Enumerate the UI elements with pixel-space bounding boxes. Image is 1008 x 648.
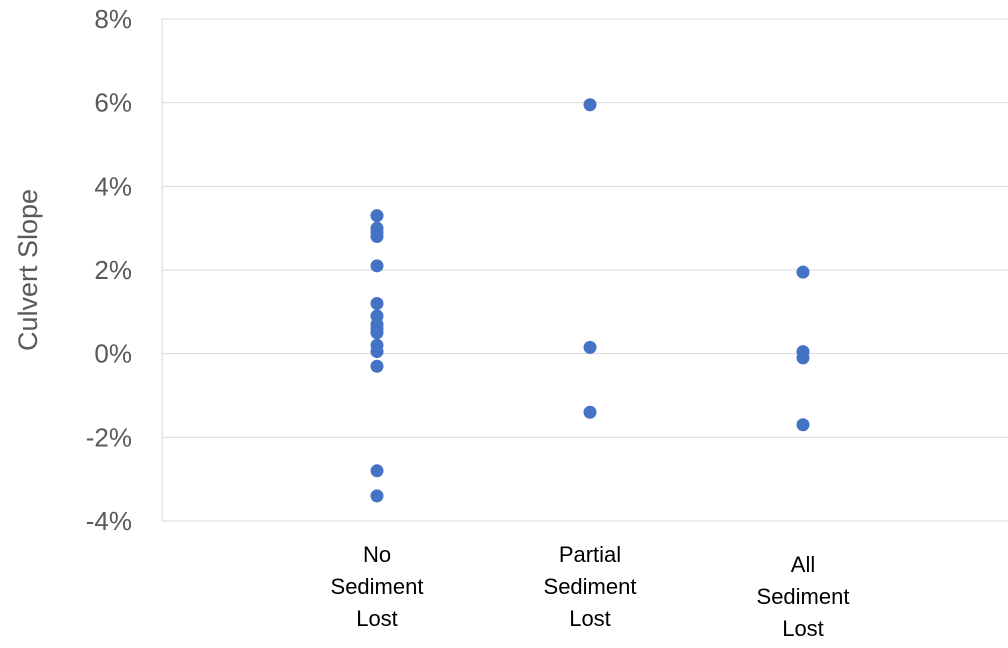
data-point bbox=[370, 345, 384, 359]
x-category-label: Lost bbox=[782, 616, 824, 641]
data-point bbox=[370, 259, 384, 273]
y-tick-label: 4% bbox=[94, 171, 132, 201]
x-category-label: Lost bbox=[569, 606, 611, 631]
y-axis-tick-labels: 8% 6% 4% 2% 0% -2% -4% bbox=[86, 4, 132, 536]
y-axis-title: Culvert Slope bbox=[13, 189, 43, 351]
data-point bbox=[583, 98, 597, 112]
y-tick-label: 8% bbox=[94, 4, 132, 34]
x-category-label: All bbox=[791, 552, 815, 577]
data-point bbox=[370, 230, 384, 244]
x-category-label: Lost bbox=[356, 606, 398, 631]
data-point bbox=[796, 418, 810, 432]
data-point bbox=[796, 265, 810, 279]
y-tick-label: 6% bbox=[94, 88, 132, 118]
data-point bbox=[370, 464, 384, 478]
data-point bbox=[583, 340, 597, 354]
x-axis-category-labels: No Sediment Lost Partial Sediment Lost All Sedi… bbox=[331, 542, 850, 641]
gridlines bbox=[161, 18, 1008, 522]
y-tick-label: -2% bbox=[86, 422, 132, 452]
y-tick-label: 2% bbox=[94, 255, 132, 285]
x-category-label: Sediment bbox=[757, 584, 850, 609]
data-point bbox=[370, 209, 384, 223]
x-category-label: Partial bbox=[559, 542, 621, 567]
data-point bbox=[583, 405, 597, 419]
data-point bbox=[370, 489, 384, 503]
x-category-label: No bbox=[363, 542, 391, 567]
data-point bbox=[370, 326, 384, 340]
y-tick-label: 0% bbox=[94, 339, 132, 369]
x-category-label: Sediment bbox=[331, 574, 424, 599]
x-category-label: Sediment bbox=[544, 574, 637, 599]
y-tick-label: -4% bbox=[86, 506, 132, 536]
data-point bbox=[796, 351, 810, 365]
data-point bbox=[370, 359, 384, 373]
data-point bbox=[370, 296, 384, 310]
data-points bbox=[370, 98, 810, 503]
